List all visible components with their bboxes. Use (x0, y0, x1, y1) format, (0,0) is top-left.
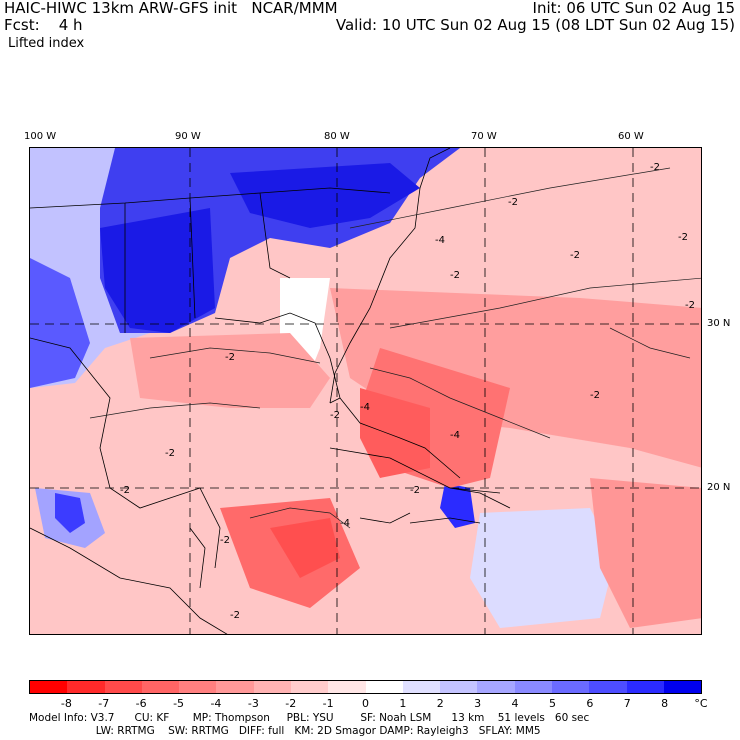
contour-value-labels: -2 -2 -2 -2 -2 -2 -2 -2 -2 -2 -2 -2 -2 -… (120, 162, 695, 621)
color-swatch (141, 681, 180, 693)
color-swatch (253, 681, 291, 693)
color-scale-label: -2 (285, 697, 297, 710)
color-scale-label: 5 (548, 697, 556, 710)
lon-label-90w: 90 W (175, 131, 201, 142)
color-swatch (514, 681, 552, 693)
color-swatch (551, 681, 590, 693)
lat-label-30n: 30 N (707, 318, 731, 329)
contour-label: -4 (340, 518, 350, 529)
color-scale-label: -3 (247, 697, 259, 710)
model-info-line-1: Model Info: V3.7 CU: KF MP: Thompson PBL… (29, 712, 590, 724)
color-swatch (440, 681, 478, 693)
lon-label-60w: 60 W (618, 131, 644, 142)
color-scale-bar (29, 680, 702, 694)
lat-label-20n: 20 N (707, 482, 731, 493)
contour-label: -4 (435, 235, 445, 246)
color-scale-label: -7 (98, 697, 110, 710)
contour-label: -2 (220, 535, 230, 546)
color-scale-label: 6 (586, 697, 594, 710)
lat-lon-grid (30, 148, 701, 634)
color-scale-label: 4 (511, 697, 519, 710)
forecast-hour: Fcst: 4 h (4, 16, 83, 34)
contour-label: -2 (685, 300, 695, 311)
color-swatch (589, 681, 627, 693)
contour-label: -2 (650, 162, 660, 173)
model-info-line-2: LW: RRTMG SW: RRTMG DIFF: full KM: 2D Sm… (29, 725, 541, 737)
lifted-index-map: -2 -2 -2 -2 -2 -2 -2 -2 -2 -2 -2 -2 -2 -… (29, 147, 702, 635)
color-swatch (328, 681, 366, 693)
contour-label: -2 (410, 485, 420, 496)
color-scale-label: -8 (60, 697, 72, 710)
color-swatch (216, 681, 254, 693)
contour-label: -4 (450, 430, 460, 441)
color-swatch (626, 681, 664, 693)
color-swatch (663, 681, 702, 693)
color-swatch (365, 681, 403, 693)
title-line-1-left: HAIC-HIWC 13km ARW-GFS init NCAR/MMM (4, 0, 338, 17)
color-scale-unit: °C (694, 697, 708, 710)
contour-label: -2 (165, 448, 175, 459)
color-swatch (290, 681, 329, 693)
color-swatch (104, 681, 142, 693)
color-scale-label: -4 (210, 697, 222, 710)
color-swatch (67, 681, 105, 693)
color-scale-label: 3 (474, 697, 482, 710)
lon-label-80w: 80 W (324, 131, 350, 142)
lon-label-100w: 100 W (24, 131, 57, 142)
lon-label-70w: 70 W (471, 131, 497, 142)
contour-label: -2 (120, 485, 130, 496)
color-scale-label: 0 (362, 697, 369, 710)
color-scale-label: 1 (399, 697, 407, 710)
title-line-1-right: Init: 06 UTC Sun 02 Aug 15 (532, 0, 735, 17)
color-scale-label: -1 (322, 697, 334, 710)
color-swatch (477, 681, 515, 693)
valid-time: Valid: 10 UTC Sun 02 Aug 15 (08 LDT Sun … (335, 16, 735, 34)
contour-label: -2 (330, 410, 340, 421)
contour-label: -2 (225, 352, 235, 363)
color-scale-label: 7 (623, 697, 631, 710)
contour-label: -2 (678, 232, 688, 243)
contour-label: -2 (230, 610, 240, 621)
contour-label: -2 (590, 390, 600, 401)
contour-lines (89, 167, 701, 529)
color-scale-label: -6 (135, 697, 147, 710)
contour-label: -2 (450, 270, 460, 281)
color-swatch (30, 681, 68, 693)
contour-label: -4 (360, 402, 370, 413)
color-scale-label: 2 (436, 697, 444, 710)
color-scale-label: 8 (661, 697, 669, 710)
color-scale-label: -5 (173, 697, 185, 710)
negative-index-fields (130, 288, 701, 628)
contour-label: -2 (508, 197, 518, 208)
color-swatch (402, 681, 441, 693)
contour-label: -2 (570, 250, 580, 261)
color-swatch (179, 681, 217, 693)
field-name: Lifted index (8, 36, 85, 51)
